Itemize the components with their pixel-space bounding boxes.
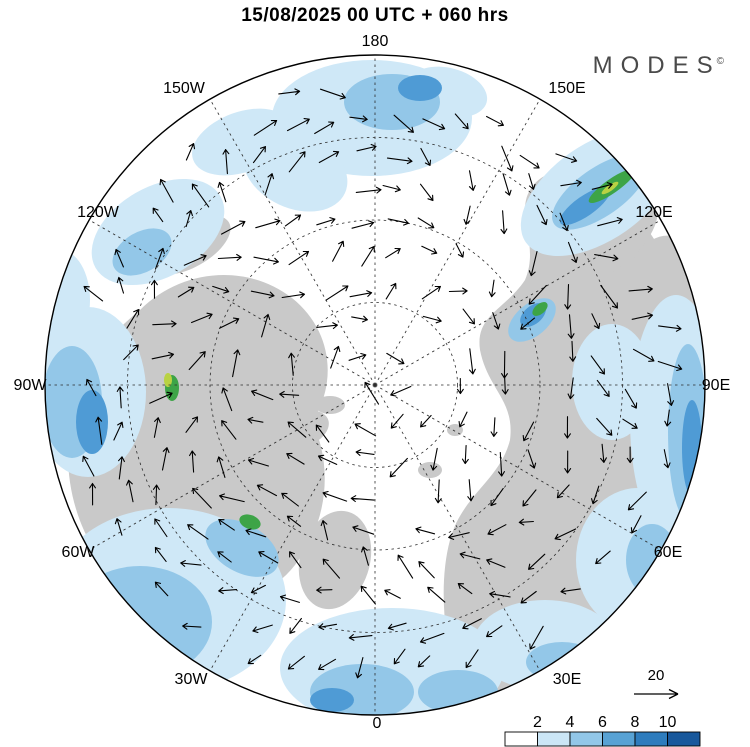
land-arctic-island-1 <box>271 410 329 450</box>
wind-arrows <box>82 88 683 679</box>
reference-vector-label: 20 <box>648 667 665 684</box>
colorbar-segment <box>602 731 636 747</box>
colorbar-segment <box>667 731 701 747</box>
colorbar-tick-labels: 2 4 6 8 10 <box>533 714 676 731</box>
longitude-label-30w: 30W <box>175 671 209 688</box>
colorbar-segments <box>504 731 701 747</box>
reference-vector: 20 <box>634 667 679 700</box>
colorbar-tick-10: 10 <box>659 714 677 731</box>
longitude-label-0: 0 <box>373 715 382 732</box>
map-title: 15/08/2025 00 UTC + 060 hrs <box>241 5 509 26</box>
map-boundary-circle <box>44 54 706 716</box>
map-disc <box>45 55 705 715</box>
longitude-label-120e: 120E <box>635 204 672 221</box>
colorbar-segment <box>537 731 571 747</box>
longitude-label-90e: 90E <box>702 377 730 394</box>
wind-arrow-field <box>82 88 683 679</box>
colorbar-tick-4: 4 <box>566 714 575 731</box>
shade-yellow-group <box>164 181 619 387</box>
colorbar-tick-2: 2 <box>533 714 542 731</box>
land-arctic-island-3 <box>418 462 442 478</box>
longitude-label-60e: 60E <box>654 544 682 561</box>
colorbar-tick-8: 8 <box>631 714 640 731</box>
longitude-label-150e: 150E <box>548 80 585 97</box>
colorbar-segment <box>504 731 538 747</box>
longitude-label-120w: 120W <box>77 204 120 221</box>
longitude-label-150w: 150W <box>163 80 206 97</box>
reference-arrow-icon <box>634 688 679 700</box>
modes-logo: MODES© <box>593 52 724 80</box>
longitude-label-30e: 30E <box>553 671 581 688</box>
longitude-label-180: 180 <box>362 33 389 50</box>
colorbar-tick-6: 6 <box>598 714 607 731</box>
land-arctic-island-4 <box>447 424 463 436</box>
colorbar: 2 4 6 8 10 <box>504 714 701 747</box>
graticule-grid <box>45 55 705 715</box>
longitude-label-90w: 90W <box>14 377 48 394</box>
modes-logo-text: MODES <box>592 52 721 79</box>
copyright-mark: © <box>716 56 724 67</box>
land-arctic-island-2 <box>315 396 345 414</box>
longitude-labels: 180 150W 150E 120W 120E 90W 90E 60W 60E … <box>14 33 731 732</box>
longitude-label-60w: 60W <box>62 544 96 561</box>
land-greenland <box>298 510 372 610</box>
colorbar-segment <box>634 731 668 747</box>
colorbar-segment <box>569 731 603 747</box>
